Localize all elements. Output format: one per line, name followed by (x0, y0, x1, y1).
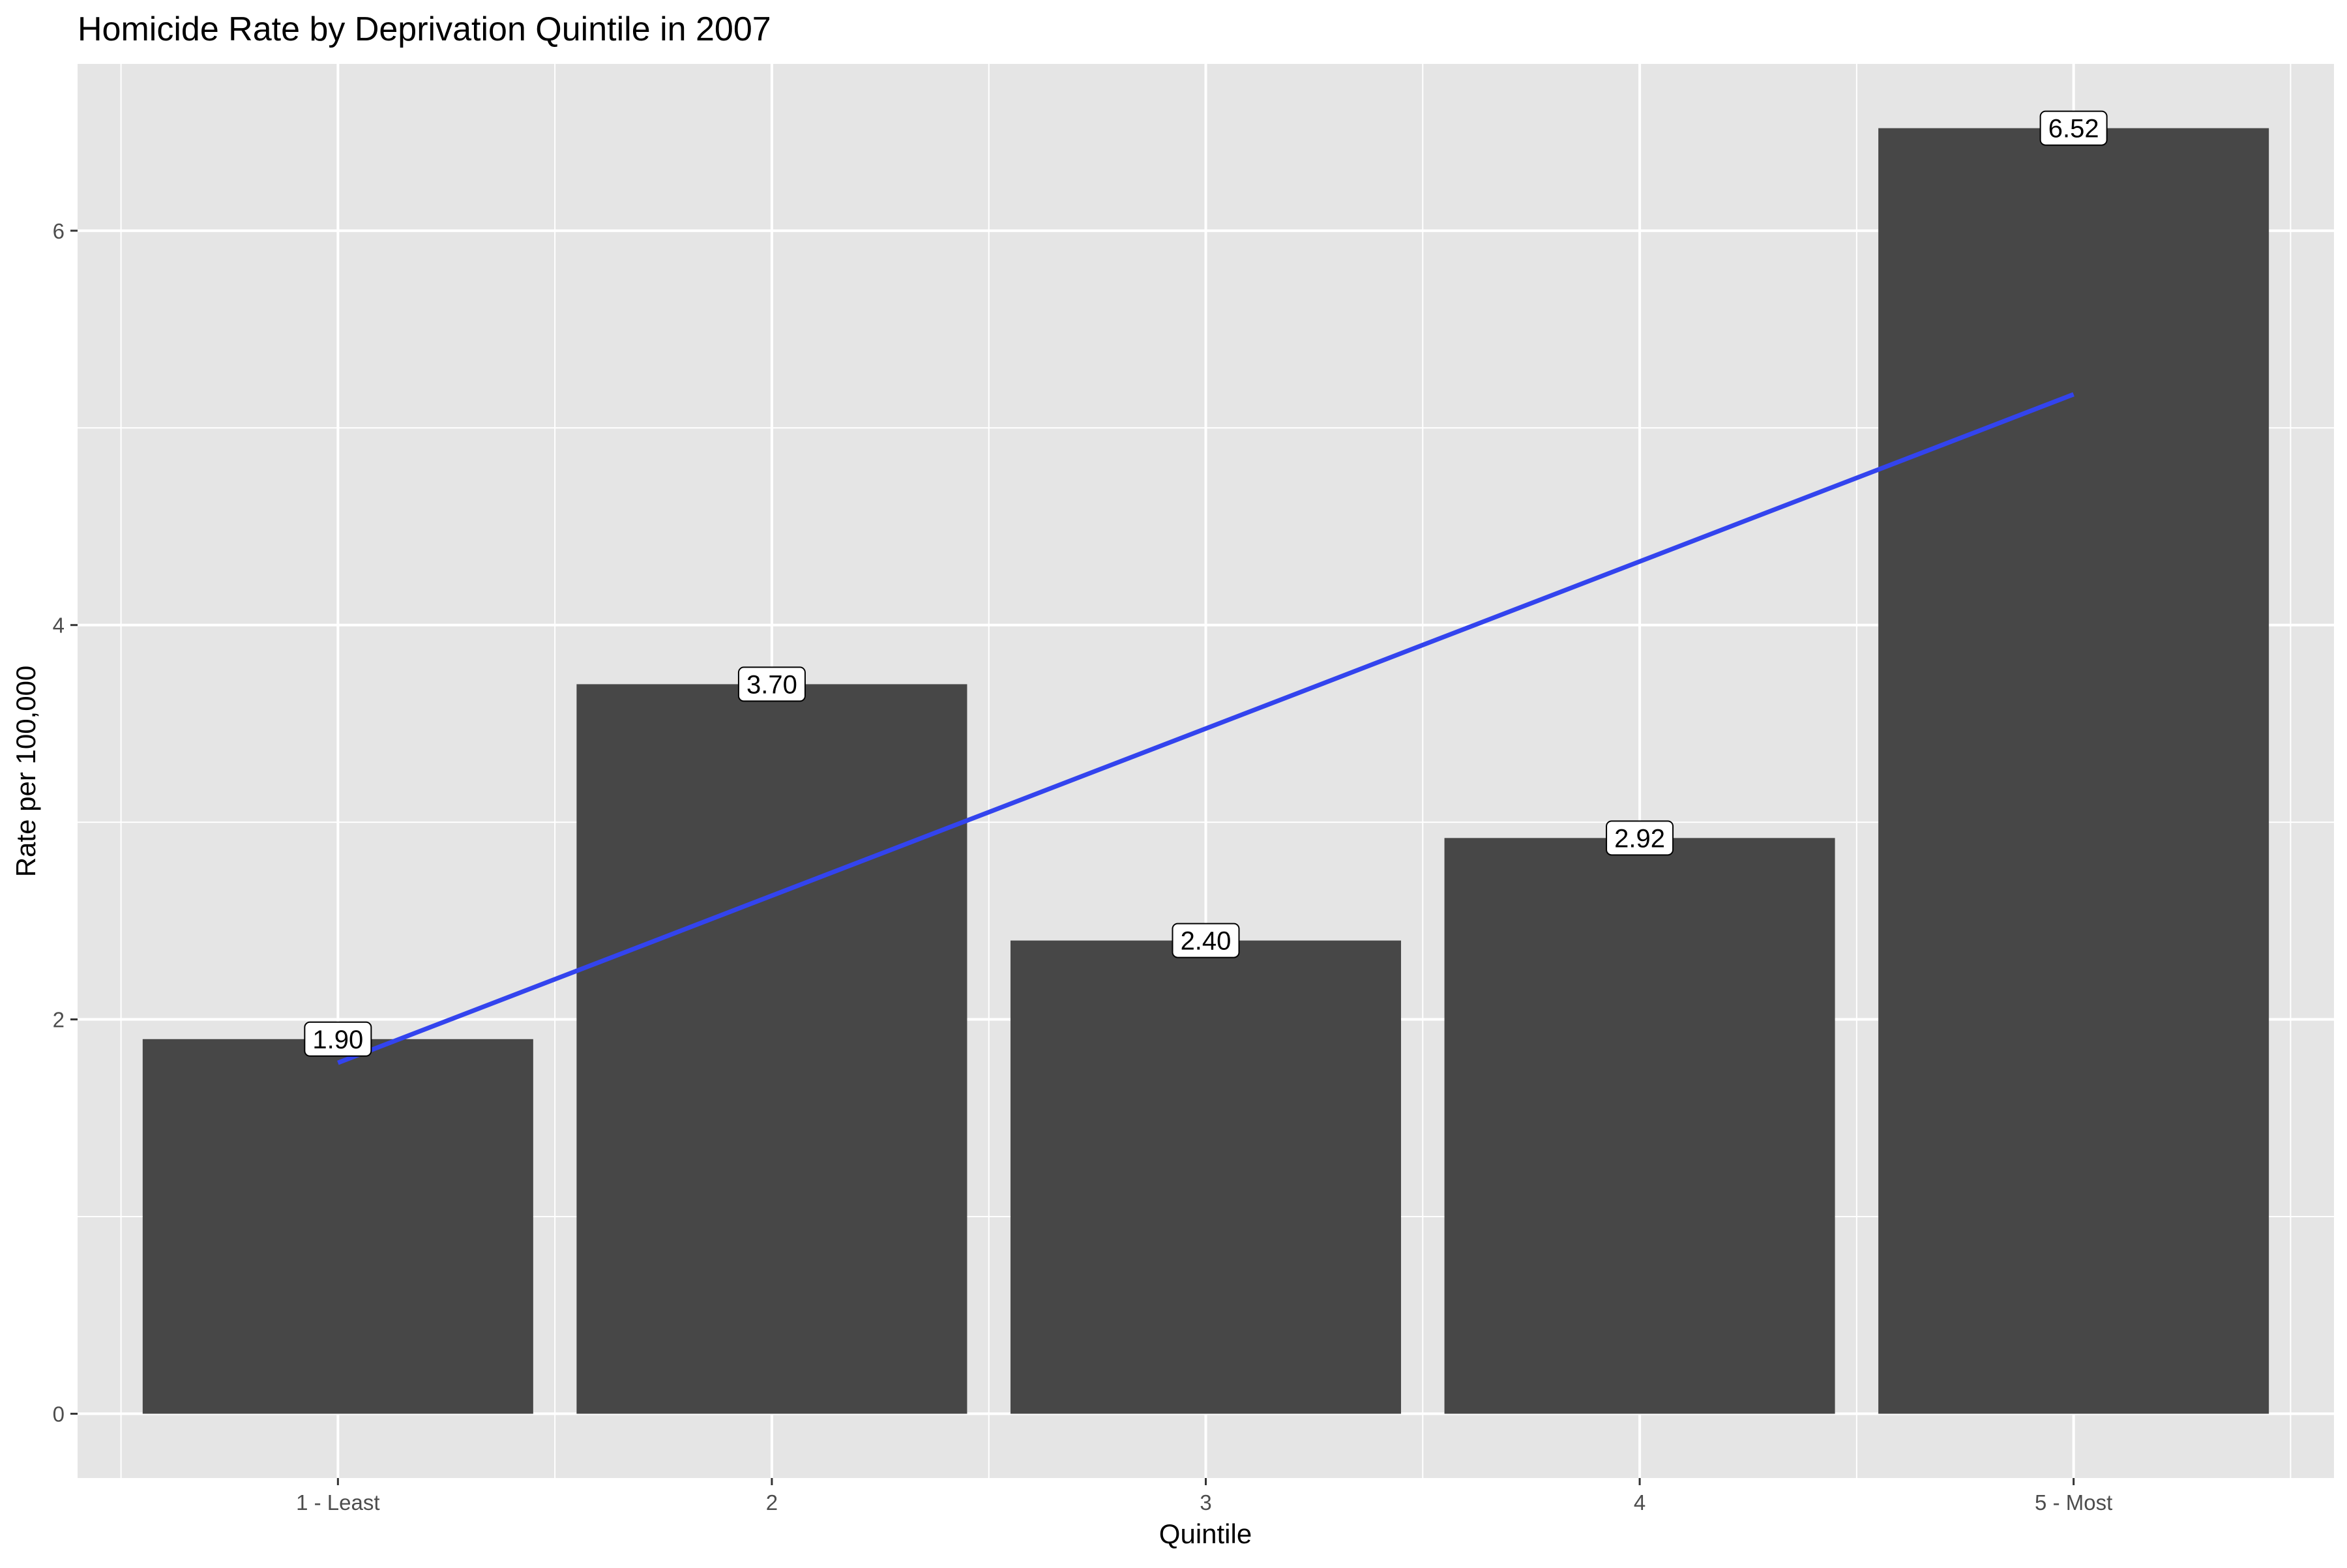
data-label: 6.52 (2048, 115, 2099, 143)
y-tick-label: 4 (53, 614, 65, 638)
y-tick-label: 0 (53, 1402, 65, 1426)
bar (1878, 128, 2269, 1414)
bar (1444, 838, 1835, 1414)
y-tick-label: 2 (53, 1008, 65, 1032)
x-tick-label: 1 - Least (296, 1490, 379, 1515)
x-tick-label: 2 (766, 1490, 778, 1515)
data-label-box (1606, 820, 1674, 856)
trend-line-group (337, 392, 2074, 1065)
data-label: 3.70 (746, 670, 797, 699)
x-tick-label: 5 - Most (2035, 1490, 2112, 1515)
bar (1010, 940, 1402, 1414)
chart-title: Homicide Rate by Deprivation Quintile in… (78, 10, 771, 48)
data-label-box (304, 1021, 372, 1057)
x-tick-label: 3 (1200, 1490, 1211, 1515)
y-axis: 0 2 4 6 (53, 219, 78, 1426)
x-tick-label: 4 (1634, 1490, 1646, 1515)
bar (142, 1039, 533, 1414)
x-axis-title: Quintile (1159, 1518, 1252, 1549)
data-labels: 1.90 3.70 2.40 2.92 6.52 (304, 110, 2108, 1057)
y-tick-label: 6 (53, 219, 65, 243)
trend-line (337, 392, 2074, 1065)
data-label: 2.40 (1181, 927, 1232, 956)
bar (576, 684, 967, 1414)
bars (142, 128, 2269, 1414)
data-label-box (737, 666, 806, 702)
data-label: 2.92 (1614, 824, 1665, 853)
data-label: 1.90 (312, 1026, 363, 1054)
y-axis-title: Rate per 100,000 (10, 666, 41, 878)
x-axis: 1 - Least 2 3 4 5 - Most (296, 1478, 2112, 1515)
data-label-box (1172, 923, 1240, 958)
data-label-box (2039, 110, 2108, 146)
